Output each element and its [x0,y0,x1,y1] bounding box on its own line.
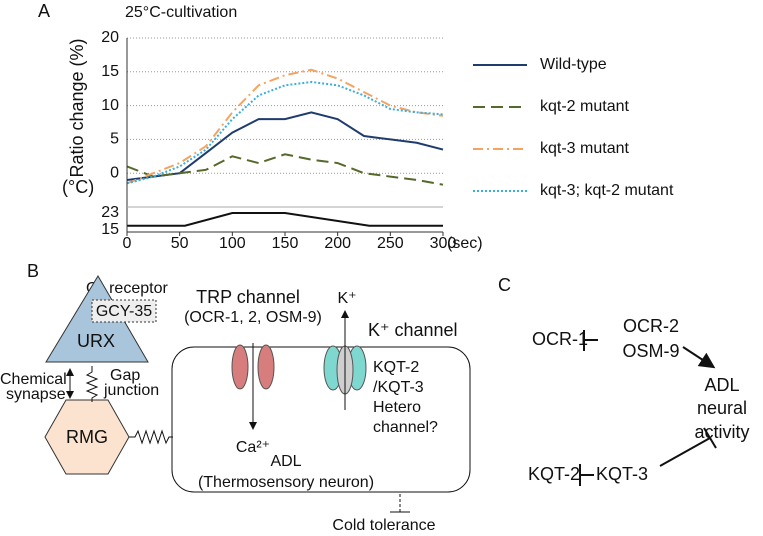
x-axis-label: (sec) [447,235,483,252]
label: KQT-2 [528,464,580,484]
label: channel? [373,419,438,436]
legend-label: Wild-type [540,56,607,73]
label: GCY-35 [96,303,152,320]
diagram-b: B O₂ receptor GCY-35 URX RMG Chemical sy… [0,261,471,534]
label: K⁺ [337,290,356,307]
data-line [126,153,444,186]
y-tick-label: 15 [101,63,119,80]
label: OCR-2 [623,316,679,336]
label: KQT-2 [373,359,419,376]
panel-label: B [27,261,39,281]
y-tick-label: 20 [101,29,119,46]
temp-axis-label: (°C) [62,177,94,197]
label: KQT-3 [596,464,648,484]
x-tick-label: 0 [123,235,132,252]
chart-title: 25°C-cultivation [125,4,237,21]
trp-channel [231,344,249,390]
x-tick-label: 150 [272,235,299,252]
label: OCR-1 [532,329,588,349]
x-tick-label: 300 [430,235,457,252]
y-tick-label: 5 [110,131,119,148]
label: RMG [66,427,108,447]
label: synapse [6,386,66,403]
label: Chemical [0,371,67,388]
label: junction [103,382,159,399]
label: K⁺ channel [368,320,458,340]
y-tick-label: 23 [101,204,119,221]
data-line [126,80,444,185]
x-tick-label: 100 [219,235,246,252]
label: URX [77,331,115,351]
x-tick-label: 200 [324,235,351,252]
diagram-c: C OCR-1 OCR-2 OSM-9 ADL neural activity … [498,275,750,486]
label: Ca²⁺ [236,439,270,456]
gcy-box [91,299,157,323]
legend-label: kqt-3 mutant [540,140,629,157]
legend-label: kqt-3; kqt-2 mutant [540,182,674,199]
label: /KQT-3 [373,379,424,396]
data-line [127,212,443,227]
label: TRP channel [196,287,300,307]
label: OSM-9 [622,341,679,361]
label: ADL [270,453,301,470]
panel-label: A [38,1,50,21]
activation-arrow [682,346,716,369]
label: (Thermosensory neuron) [198,474,374,491]
y-tick-label: 10 [101,97,119,114]
trp-channel [257,344,275,390]
label: Hetero [373,399,421,416]
inhibit-line [659,437,711,467]
data-line [126,68,444,185]
gap-spring [85,366,99,402]
label: activity [694,422,749,442]
y-tick-label: 15 [101,221,119,238]
x-tick-label: 250 [377,235,404,252]
chart-area: 0 5 10 15 20 Wild-type kqt-2 mutant kqt-3 mutan… [101,29,674,252]
label: Cold tolerance [332,517,435,534]
y-tick-label: 0 [110,164,119,181]
panel-label: C [498,275,511,295]
label: Gap [110,367,140,384]
data-line [126,111,444,181]
label: (OCR-1, 2, OSM-9) [184,309,322,326]
x-tick-label: 50 [171,235,189,252]
y-axis-label: Ratio change (%) [67,38,87,177]
legend-label: kqt-2 mutant [540,98,629,115]
label: neural [697,398,747,418]
adl-cell [171,346,471,493]
label: ADL [704,375,739,395]
inhibit-bar [703,427,717,449]
gap-spring [129,429,173,445]
